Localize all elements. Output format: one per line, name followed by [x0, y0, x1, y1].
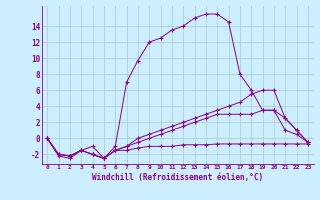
X-axis label: Windchill (Refroidissement éolien,°C): Windchill (Refroidissement éolien,°C)	[92, 173, 263, 182]
